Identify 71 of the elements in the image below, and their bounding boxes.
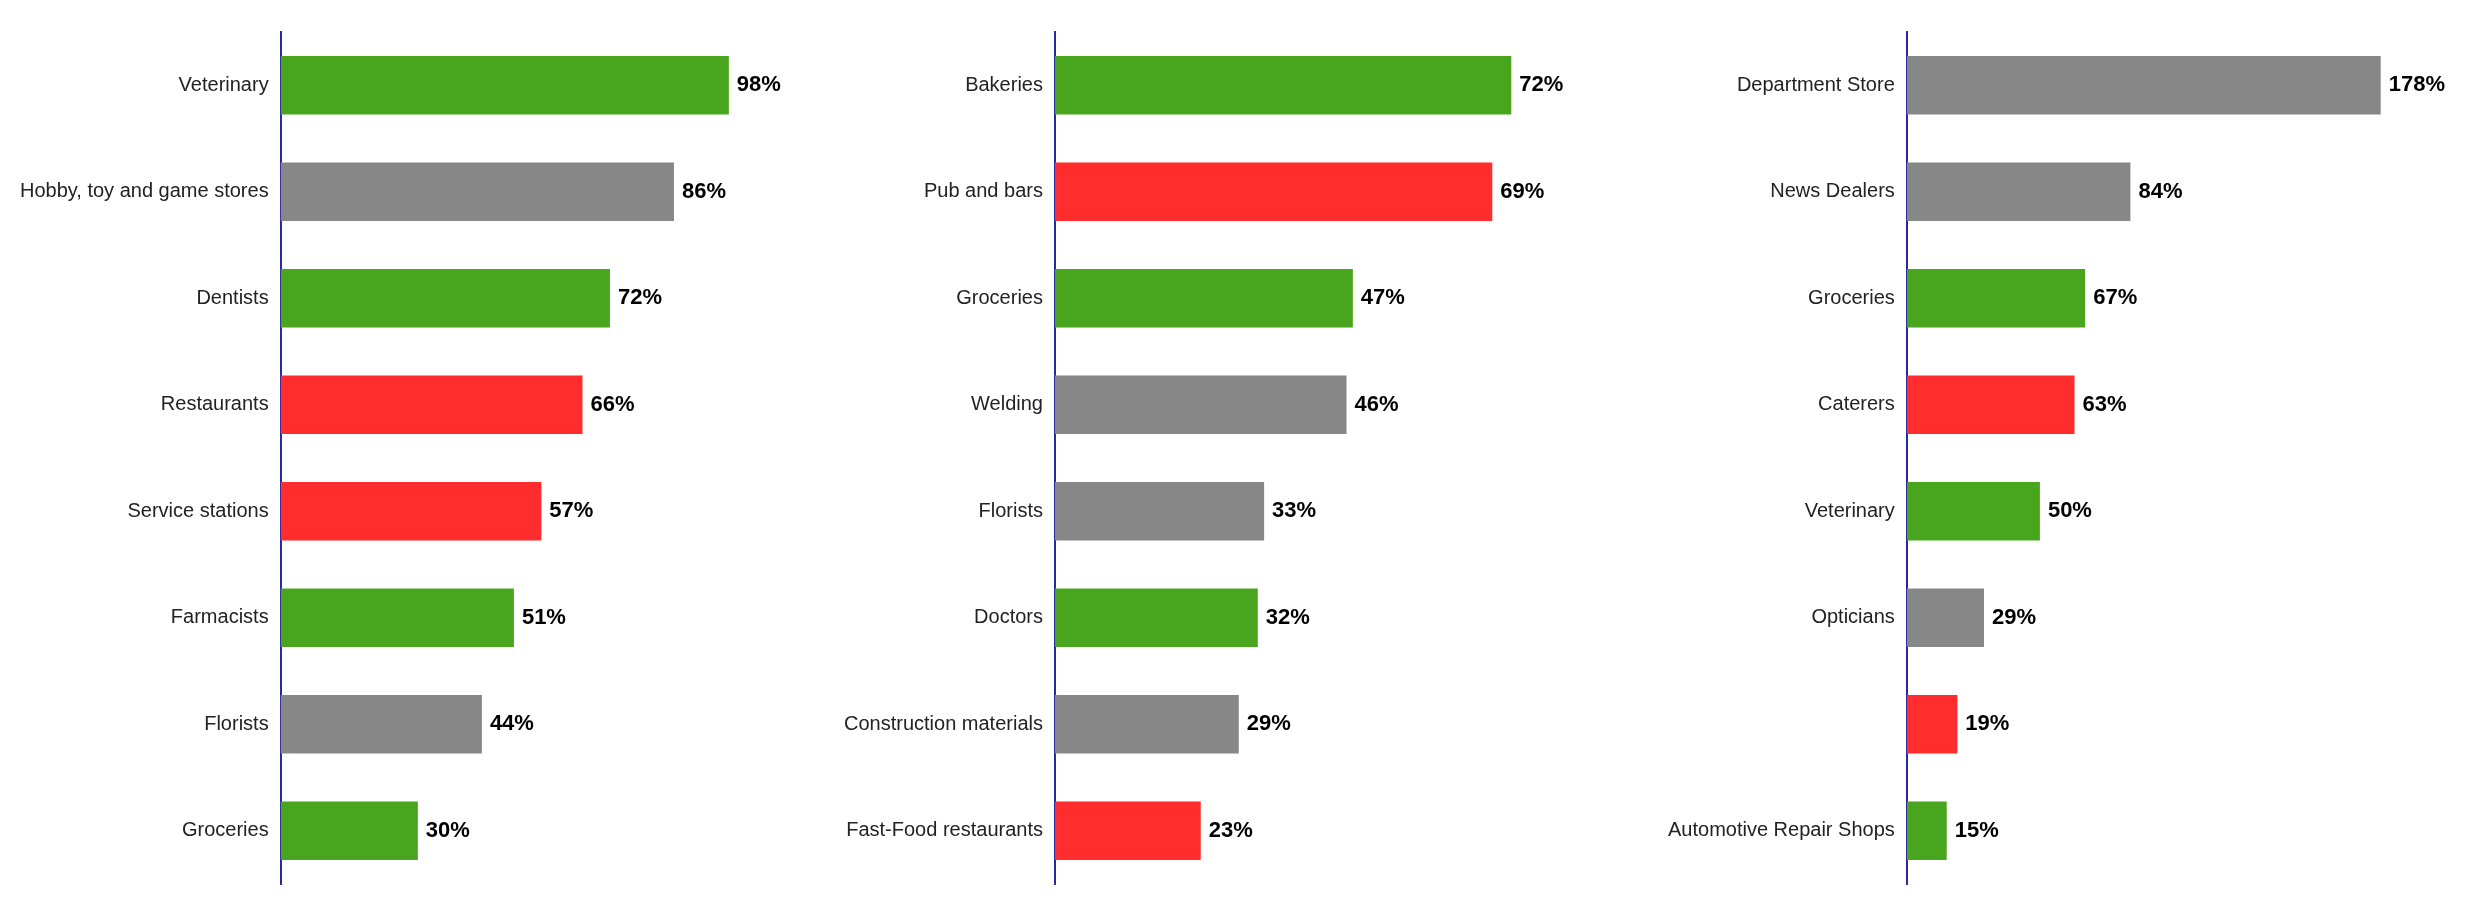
y-tick-label: Farmacists: [170, 605, 269, 628]
data-label: 178%: [2388, 71, 2445, 97]
y-tick-label: Department Store: [1736, 72, 1895, 95]
data-label: 47%: [1360, 284, 1405, 310]
y-tick-label: Groceries: [181, 818, 269, 841]
bar: [280, 694, 482, 754]
bar: [1054, 481, 1265, 541]
bar: [1054, 375, 1347, 435]
data-label: 32%: [1265, 603, 1310, 629]
data-label: 44%: [489, 710, 534, 736]
bar: [280, 481, 542, 541]
data-label: 15%: [1954, 816, 1999, 842]
y-tick-label: Florists: [978, 498, 1043, 521]
bar: [1906, 588, 1984, 648]
y-tick-label: Veterinary: [178, 72, 269, 95]
data-label: 72%: [617, 284, 662, 310]
y-tick-label: Doctors: [974, 605, 1043, 628]
data-label: 63%: [2082, 390, 2127, 416]
data-label: 72%: [1519, 71, 1564, 97]
data-label: 19%: [1965, 710, 2010, 736]
data-label: 50%: [2047, 497, 2092, 523]
data-label: 66%: [590, 390, 635, 416]
bar: [1906, 55, 2381, 115]
y-tick-label: Restaurants: [160, 392, 269, 415]
y-tick-label: Welding: [971, 392, 1043, 415]
y-tick-label: Bakeries: [965, 72, 1043, 95]
data-label: 84%: [2138, 177, 2183, 203]
bar: [1054, 268, 1353, 328]
bar: [280, 162, 674, 222]
bar: [1906, 375, 2075, 435]
bar: [1054, 588, 1258, 648]
bar: [1906, 268, 2086, 328]
y-tick-label: Automotive Repair Shops: [1667, 818, 1895, 841]
y-tick-label: Florists: [204, 711, 269, 734]
y-tick-label: Pub and bars: [923, 179, 1043, 202]
bar: [1054, 801, 1201, 861]
bar: [280, 375, 583, 435]
data-label: 29%: [1991, 603, 2037, 629]
bar: [1906, 162, 2131, 222]
bar: [1054, 162, 1493, 222]
bar: [280, 588, 514, 648]
y-tick-label: Fast-Food restaurants: [846, 818, 1043, 841]
bar: [1054, 694, 1239, 754]
data-label: 69%: [1500, 177, 1545, 203]
bar: [1054, 55, 1512, 115]
data-label: 46%: [1354, 390, 1399, 416]
y-tick-label: Dentists: [196, 285, 269, 308]
data-label: 29%: [1246, 710, 1291, 736]
data-label: 98%: [736, 71, 781, 97]
y-tick-label: Service stations: [127, 498, 269, 521]
bar: [280, 268, 610, 328]
data-label: 33%: [1272, 497, 1317, 523]
bar: [280, 55, 729, 115]
y-tick-label: News Dealers: [1770, 179, 1895, 202]
y-tick-label: Caterers: [1818, 392, 1895, 415]
data-label: 30%: [425, 816, 470, 842]
bar: [1906, 694, 1958, 754]
y-tick-label: Construction materials: [844, 711, 1043, 734]
data-label: 57%: [549, 497, 594, 523]
data-label: 86%: [681, 177, 727, 203]
y-tick-label: Opticians: [1811, 605, 1895, 628]
y-tick-label: Hobby, toy and game stores: [20, 179, 269, 202]
data-label: 67%: [2093, 284, 2138, 310]
y-tick-label: Groceries: [956, 285, 1043, 308]
data-label: 23%: [1208, 816, 1253, 842]
data-label: 51%: [521, 603, 566, 629]
bar: [280, 801, 418, 861]
bar: [1906, 801, 1947, 861]
y-tick-label: Groceries: [1808, 285, 1895, 308]
y-tick-label: Veterinary: [1804, 498, 1895, 521]
bar: [1906, 481, 2040, 541]
